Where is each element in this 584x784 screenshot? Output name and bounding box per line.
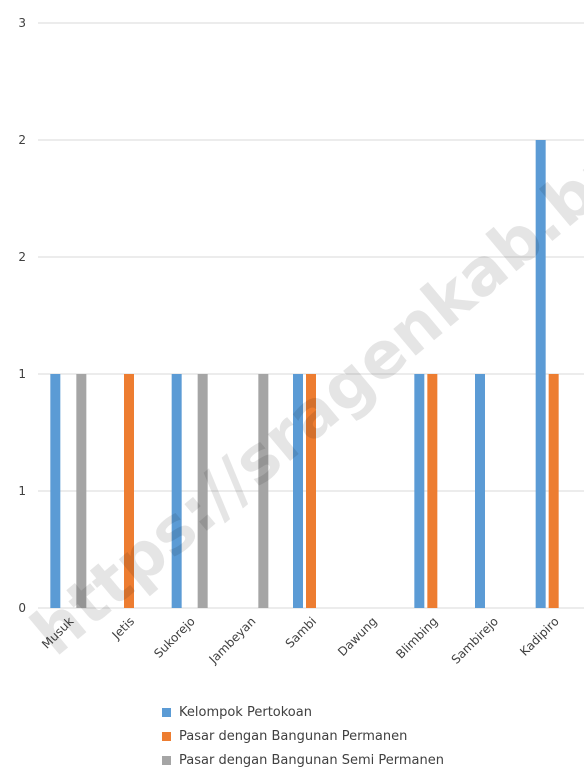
x-tick-label: Sambirejo xyxy=(449,614,502,667)
bar xyxy=(293,374,303,608)
x-tick-label: Dawung xyxy=(335,614,380,659)
y-tick-label: 0 xyxy=(18,601,26,615)
x-tick-label: Kadipiro xyxy=(517,614,562,659)
legend-swatch xyxy=(162,707,171,717)
bar xyxy=(306,374,316,608)
x-tick-label: Jetis xyxy=(109,614,137,642)
bar xyxy=(124,374,134,608)
bar xyxy=(427,374,438,608)
bar xyxy=(197,374,208,608)
x-tick-label: Sambi xyxy=(283,614,320,651)
legend-label: Kelompok Pertokoan xyxy=(179,704,312,720)
x-tick-label: Jambeyan xyxy=(206,614,259,667)
legend-swatch xyxy=(162,755,171,765)
bar xyxy=(171,374,182,608)
y-tick-label: 2 xyxy=(18,250,26,264)
y-tick-label: 2 xyxy=(18,133,26,147)
legend: Kelompok Pertokoan Pasar dengan Bangunan… xyxy=(162,700,444,772)
bar xyxy=(548,374,559,608)
legend-item-pasar-semi-permanen: Pasar dengan Bangunan Semi Permanen xyxy=(162,748,444,772)
y-tick-label: 3 xyxy=(18,16,26,30)
legend-item-pasar-permanen: Pasar dengan Bangunan Permanen xyxy=(162,724,444,748)
bar xyxy=(414,374,425,608)
legend-label: Pasar dengan Bangunan Permanen xyxy=(179,728,408,744)
bar xyxy=(50,374,61,608)
bar xyxy=(258,374,269,608)
bar xyxy=(475,374,485,608)
legend-label: Pasar dengan Bangunan Semi Permanen xyxy=(179,752,444,768)
y-tick-label: 1 xyxy=(18,367,26,381)
x-tick-label: Sukorejo xyxy=(151,614,198,661)
bar xyxy=(535,140,546,608)
bar xyxy=(76,374,87,608)
legend-item-kelompok-pertokoan: Kelompok Pertokoan xyxy=(162,700,444,724)
legend-swatch xyxy=(162,731,171,741)
x-tick-label: Blimbing xyxy=(393,614,440,661)
y-tick-label: 1 xyxy=(18,484,26,498)
x-tick-label: Musuk xyxy=(39,614,76,651)
